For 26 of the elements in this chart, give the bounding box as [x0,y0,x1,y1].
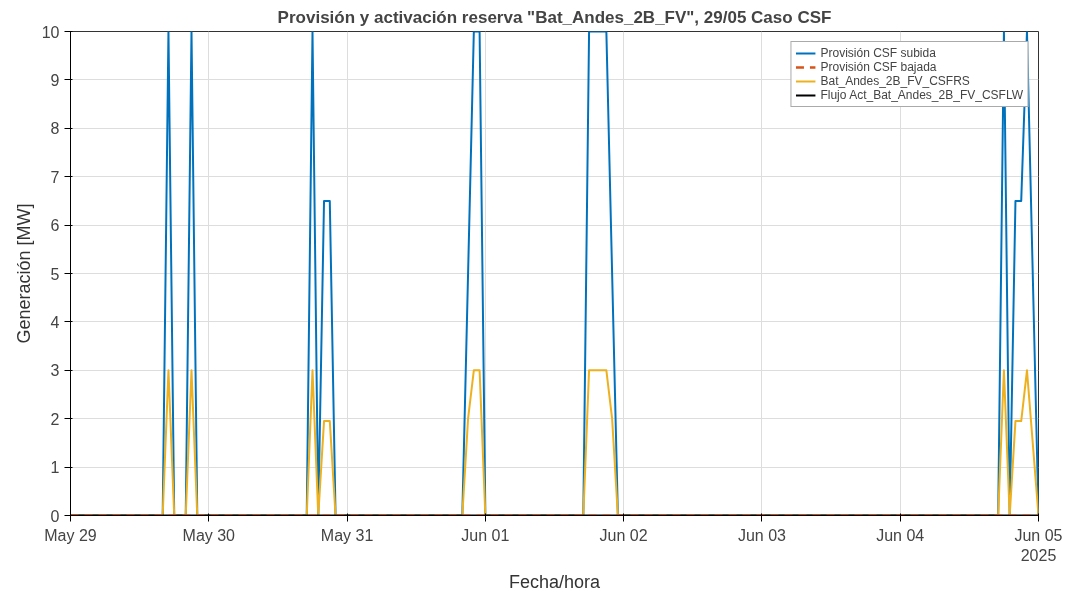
legend-label: Provisión CSF bajada [820,60,937,74]
x-tick-label: Jun 03 [737,526,787,544]
y-tick-label: 4 [50,313,60,331]
y-tick-label: 8 [50,120,60,138]
x-tick-label: Jun 04 [876,526,925,544]
x-tick-label: May 29 [44,526,97,544]
legend-label: Provisión CSF subida [820,46,936,60]
y-tick-label: 9 [50,71,60,89]
y-tick-label: 3 [50,362,60,380]
x-axis-title: Fecha/hora [508,571,602,592]
chart-title: Provisión y activación reserva "Bat_Andes_2B_FV", 29/05 Caso CSF [277,7,832,27]
x-tick-label: May 31 [320,526,374,544]
y-axis-title: Generación [MW] [13,203,34,344]
y-tick-label: 2 [50,410,60,428]
y-tick-label: 5 [50,265,60,283]
y-tick-label: 0 [50,507,60,525]
y-tick-label: 6 [50,217,60,235]
y-tick-label: 1 [50,459,60,477]
legend-label: Bat_Andes_2B_FV_CSFRS [820,74,970,88]
y-tick-label: 10 [41,23,60,41]
y-tick-label: 7 [50,168,60,186]
x-tick-label: May 30 [182,526,236,544]
x-tick-label: Jun 01 [461,526,510,544]
x-tick-label: Jun 02 [599,526,648,544]
legend-label: Flujo Act_Bat_Andes_2B_FV_CSFLW [820,88,1023,102]
x-tick-label: Jun 05 2025 [1014,526,1063,564]
